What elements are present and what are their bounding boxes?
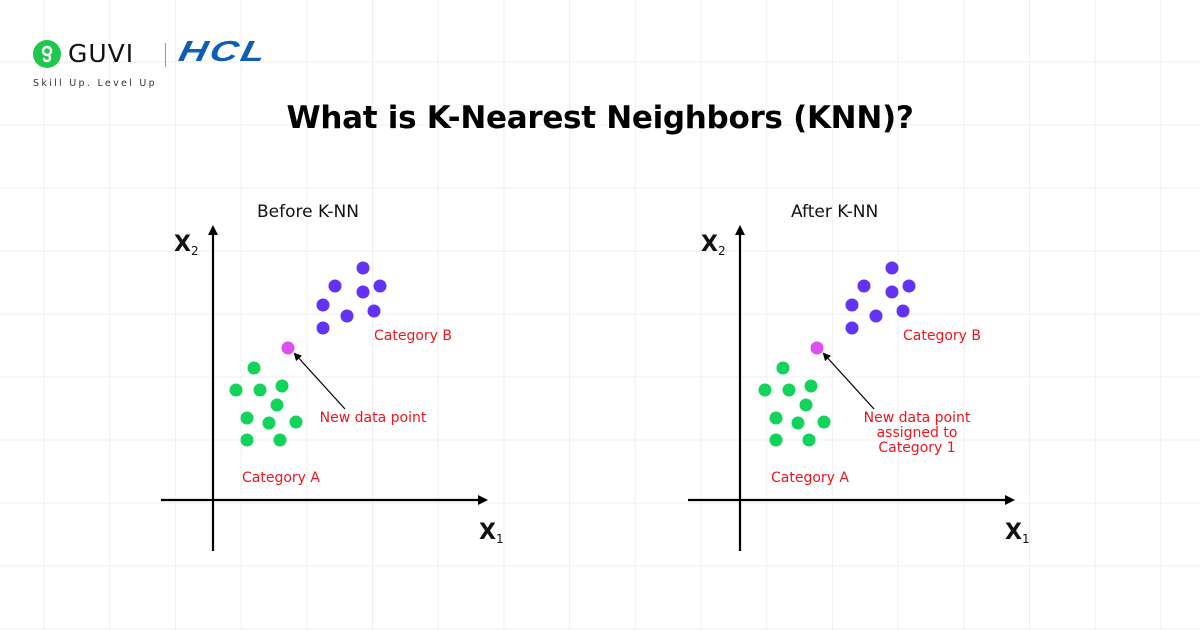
new-data-point-point [810,341,824,355]
y-axis-label: X2 [701,232,726,258]
category-b-point [885,261,899,275]
category-a-point [802,433,816,447]
category-b-point [356,261,370,275]
brand-tagline: Skill Up. Level Up [33,78,157,89]
category-b-point [373,279,387,293]
category-a-point [247,361,261,375]
note-line: New data point [863,410,971,426]
new-point-label: New data point [319,410,427,426]
category-a-point [253,383,267,397]
category-b-point [902,279,916,293]
category-a-point [262,416,276,430]
new-point-assigned-label: New data point assigned to Category 1 [852,411,982,456]
category-b-point [885,285,899,299]
category-a-point [275,379,289,393]
category-b-point [869,309,883,323]
category-a-point [289,415,303,429]
category-a-point [273,433,287,447]
logo-divider [165,43,166,67]
note-line: assigned to [876,425,958,441]
panel-before [161,225,488,551]
category-b-point [356,285,370,299]
brand-logo: GUVI HCL Skill Up. Level Up [33,36,323,98]
guvi-logo-icon [33,40,61,68]
category-b-point [367,304,381,318]
category-a-point [240,433,254,447]
category-a-point [270,398,284,412]
panel-title-after: After K-NN [791,202,879,222]
new-data-point-point [281,341,295,355]
pointer-arrow [822,352,875,410]
category-b-point [896,304,910,318]
pointer-arrow [293,352,346,410]
category-a-point [817,415,831,429]
category-a-point [769,433,783,447]
category-a-label: Category A [242,470,320,486]
category-b-label: Category B [374,328,453,344]
category-a-point [229,383,243,397]
category-a-point [782,383,796,397]
data-points [758,261,916,447]
category-b-label: Category B [903,328,982,344]
category-b-point [857,279,871,293]
panel-title-before: Before K-NN [257,202,359,222]
category-a-label: Category A [771,470,849,486]
data-points [229,261,387,447]
category-a-point [758,383,772,397]
page-title: What is K-Nearest Neighbors (KNN)? [286,100,914,136]
x-axis-label: X1 [479,520,504,546]
category-a-point [769,411,783,425]
x-axis-label: X1 [1005,520,1030,546]
category-b-point [328,279,342,293]
note-line: Category 1 [878,440,956,456]
category-b-point [316,321,330,335]
category-b-point [340,309,354,323]
category-b-point [316,298,330,312]
y-axis-label: X2 [174,232,199,258]
category-a-point [791,416,805,430]
category-a-point [240,411,254,425]
category-a-point [799,398,813,412]
category-b-point [845,298,859,312]
category-a-point [804,379,818,393]
panel-after [688,225,1015,551]
guvi-wordmark: GUVI [68,39,135,68]
category-a-point [776,361,790,375]
category-b-point [845,321,859,335]
